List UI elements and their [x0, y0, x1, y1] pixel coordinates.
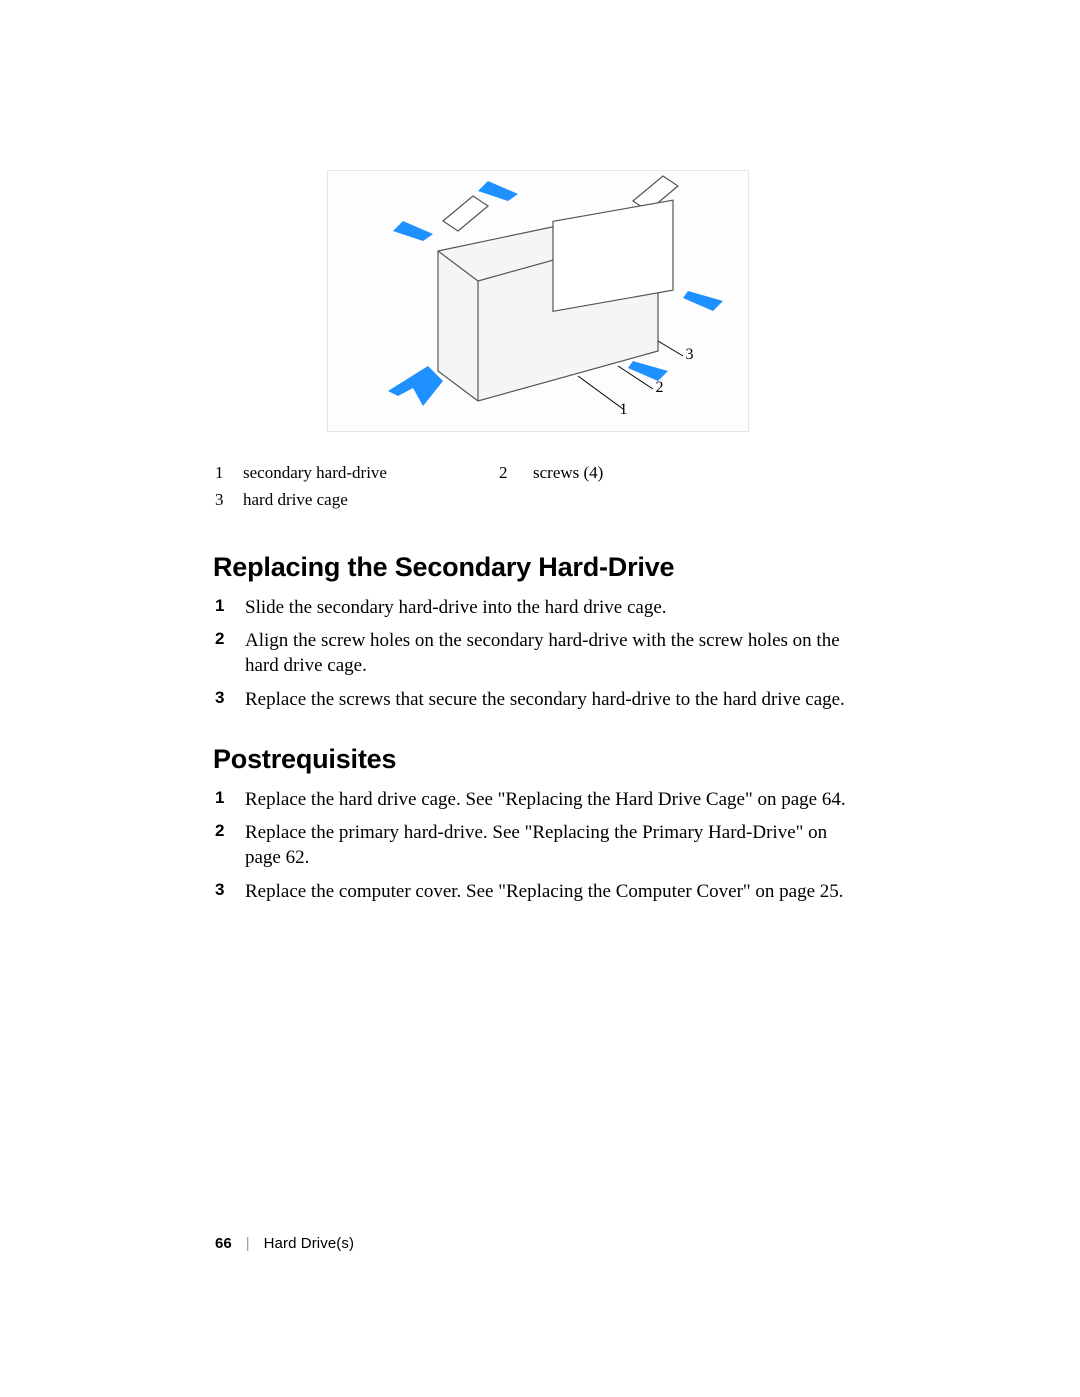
page-footer: 66 | Hard Drive(s)	[215, 1235, 354, 1252]
figure-callout-3: 3	[686, 346, 694, 364]
legend-label: screws (4)	[533, 460, 860, 487]
section-heading-postrequisites: Postrequisites	[213, 744, 860, 775]
legend-row: 1 secondary hard-drive 2 screws (4)	[215, 460, 860, 487]
figure-callout-2: 2	[656, 379, 664, 397]
footer-divider: |	[246, 1235, 250, 1252]
figure-container: 1 2 3	[215, 170, 860, 432]
legend-row: 3 hard drive cage	[215, 487, 860, 514]
footer-section-title: Hard Drive(s)	[264, 1235, 354, 1252]
legend-num: 1	[215, 460, 243, 487]
step-item: Replace the primary hard-drive. See "Rep…	[215, 820, 860, 871]
legend-num: 2	[499, 460, 533, 487]
legend-label: secondary hard-drive	[243, 460, 499, 487]
postrequisites-steps: Replace the hard drive cage. See "Replac…	[215, 787, 860, 904]
hard-drive-diagram: 1 2 3	[327, 170, 749, 432]
legend-label: hard drive cage	[243, 487, 499, 514]
page-number: 66	[215, 1235, 232, 1252]
step-item: Align the screw holes on the secondary h…	[215, 628, 860, 679]
step-item: Slide the secondary hard-drive into the …	[215, 595, 860, 620]
legend-num: 3	[215, 487, 243, 514]
replacing-steps: Slide the secondary hard-drive into the …	[215, 595, 860, 712]
step-item: Replace the computer cover. See "Replaci…	[215, 879, 860, 904]
step-item: Replace the hard drive cage. See "Replac…	[215, 787, 860, 812]
figure-callout-1: 1	[620, 401, 628, 419]
diagram-svg	[328, 171, 748, 431]
step-item: Replace the screws that secure the secon…	[215, 687, 860, 712]
figure-legend: 1 secondary hard-drive 2 screws (4) 3 ha…	[215, 460, 860, 514]
section-heading-replacing: Replacing the Secondary Hard-Drive	[213, 552, 860, 583]
manual-page: 1 2 3 1 secondary hard-drive 2 screws (4…	[0, 0, 1080, 1397]
